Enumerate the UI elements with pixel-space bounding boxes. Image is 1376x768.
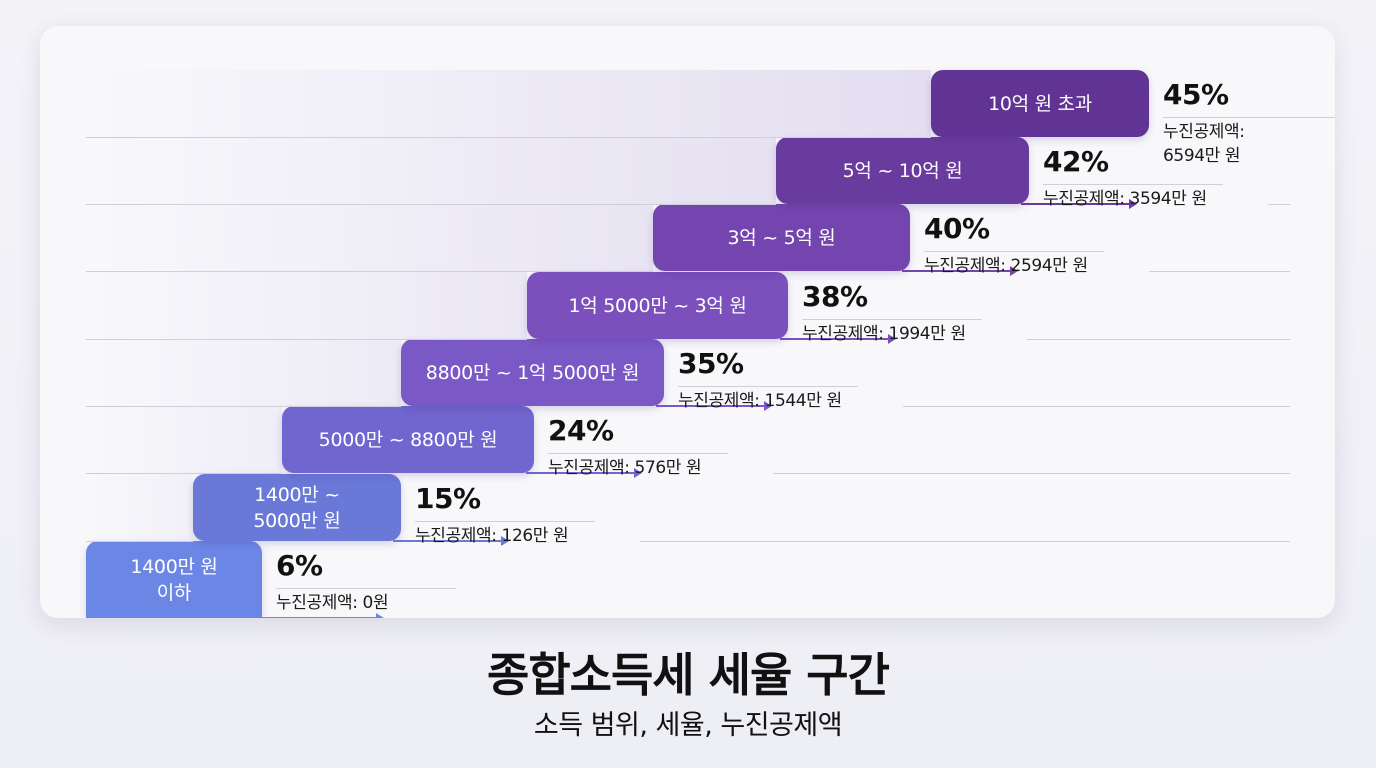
tier-deduction: 누진공제액: 6594만 원 [1163,122,1245,166]
tier-range-label: 3억 ~ 5억 원 [727,226,836,249]
tier-range-label: 5억 ~ 10억 원 [842,159,963,182]
row-divider [903,406,1290,407]
tier-range-box: 5억 ~ 10억 원 [776,137,1029,204]
tier-deduction: 누진공제액: 576만 원 [548,458,702,478]
row-divider [1268,204,1290,205]
row-divider [773,473,1290,474]
tier-rate: 6% [276,549,323,582]
tier-rate: 38% [802,280,868,313]
tier-band [86,339,401,406]
tier-band [86,70,931,137]
tier-rate-underline [1043,184,1223,185]
row-guide [86,137,931,138]
tier-range-box: 10억 원 초과 [931,70,1149,137]
tier-range-label: 1400만 원 이하 [130,555,218,604]
tier-rate-underline [276,588,456,589]
tier-rate: 15% [415,482,481,515]
tier-rate-underline [802,319,982,320]
row-guide [86,406,401,407]
step-arrow [780,334,896,344]
tier-band [86,272,527,339]
tier-range-label: 1400만 ~ 5000만 원 [253,483,341,532]
diagram-card: 1400만 원 이하 6% 누진공제액: 0원 1400만 ~ 5000만 원 15% 누… [40,26,1335,618]
tier-band [86,204,653,271]
tier-range-label: 5000만 ~ 8800만 원 [318,428,498,451]
row-guide [86,541,193,542]
tier-range-label: 10억 원 초과 [988,92,1092,115]
tier-rate: 24% [548,414,614,447]
tier-rate: 42% [1043,145,1109,178]
row-guide [86,473,282,474]
tier-deduction: 누진공제액: 0원 [276,593,389,613]
tier-rate-underline [415,521,595,522]
tier-band [86,406,282,473]
row-divider [640,541,1290,542]
tier-deduction: 누진공제액: 2594만 원 [924,256,1088,276]
tier-rate: 35% [678,347,744,380]
tier-rate: 45% [1163,78,1229,111]
tier-rate-underline [548,453,728,454]
row-divider [1027,339,1290,340]
tier-range-label: 8800만 ~ 1억 5000만 원 [425,361,640,384]
tier-range-box: 8800만 ~ 1억 5000만 원 [401,339,664,406]
step-arrow [254,613,384,618]
step-arrow [656,401,772,411]
tier-rate: 40% [924,212,990,245]
step-arrow [902,266,1018,276]
tier-band [86,474,193,541]
row-divider [1149,271,1290,272]
step-arrow [1021,199,1137,209]
row-guide [86,271,653,272]
row-guide [86,204,776,205]
row-guide [86,339,527,340]
tier-deduction: 누진공제액: 126만 원 [415,526,569,546]
tier-range-box: 3억 ~ 5억 원 [653,204,910,271]
tier-deduction: 누진공제액: 3594만 원 [1043,189,1207,209]
diagram-subtitle: 소득 범위, 세율, 누진공제액 [533,710,843,741]
diagram-title: 종합소득세 세율 구간 [487,648,890,702]
step-arrow [393,536,509,546]
step-arrow [526,468,642,478]
tier-rate-underline [924,251,1104,252]
tier-range-box: 1400만 ~ 5000만 원 [193,474,401,541]
tier-range-box: 5000만 ~ 8800만 원 [282,406,534,473]
tier-band [86,137,776,204]
tier-range-box: 1억 5000만 ~ 3억 원 [527,272,788,339]
row-divider [1163,117,1290,118]
tier-deduction: 누진공제액: 1994만 원 [802,324,966,344]
tier-rate-underline [678,386,858,387]
tier-range-label: 1억 5000만 ~ 3억 원 [568,294,747,317]
tier-deduction: 누진공제액: 1544만 원 [678,391,842,411]
tier-range-box: 1400만 원 이하 [86,541,262,618]
